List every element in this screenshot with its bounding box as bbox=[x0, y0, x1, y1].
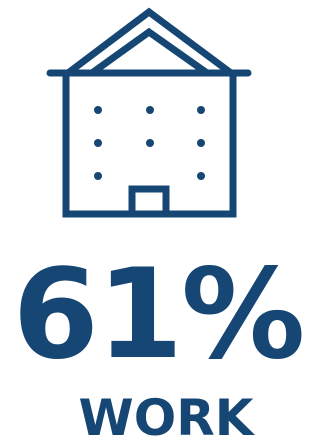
building-icon bbox=[46, 7, 252, 218]
stat-value: 61% bbox=[12, 243, 306, 387]
window-dots bbox=[94, 106, 205, 180]
stat-label: WORK bbox=[78, 389, 254, 447]
building-outline bbox=[46, 7, 252, 218]
